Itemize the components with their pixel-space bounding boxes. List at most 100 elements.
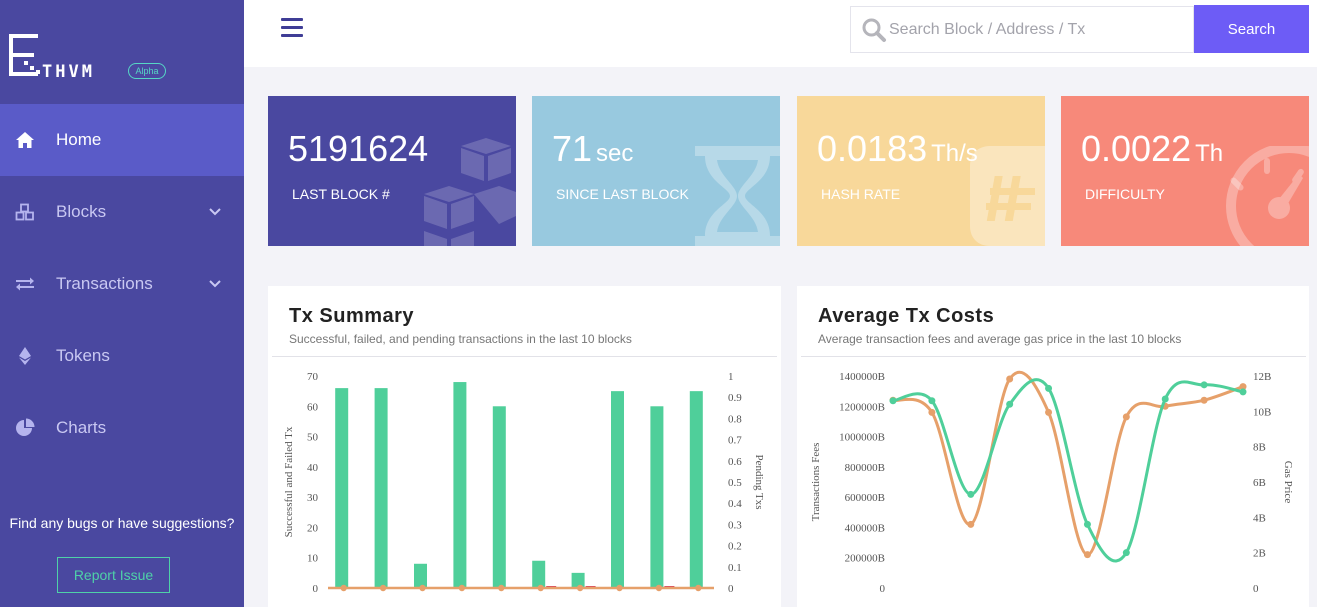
menu-toggle-icon[interactable]: [281, 18, 303, 38]
sidebar-item-home[interactable]: Home: [0, 104, 244, 176]
y-tick-label: 1000000B: [839, 432, 885, 444]
stat-card-difficulty: 0.0022 Th DIFFICULTY: [1061, 96, 1309, 246]
sidebar-item-label: Blocks: [56, 202, 107, 221]
gas-price-point: [1161, 395, 1169, 403]
successful-tx-bar: [532, 560, 546, 588]
speedometer-icon: [1226, 146, 1309, 246]
successful-tx-bar: [453, 382, 467, 588]
y-axis-label: Transactions Fees: [810, 443, 822, 522]
tx-fees-point: [1045, 408, 1053, 416]
home-icon: [15, 130, 35, 150]
y-tick-label: 40: [307, 462, 319, 474]
sidebar-item-transactions[interactable]: Transactions: [0, 248, 244, 320]
successful-tx-bar: [414, 563, 427, 588]
tx-summary-panel: Tx Summary Successful, failed, and pendi…: [268, 286, 781, 607]
sidebar-item-tokens[interactable]: Tokens: [0, 320, 244, 392]
successful-tx-bar: [611, 391, 624, 588]
stat-value: 5191624: [288, 128, 429, 169]
pending-tx-point: [616, 584, 623, 592]
search-icon: [862, 18, 886, 42]
stat-card-since-last-block: 71 sec SINCE LAST BLOCK: [532, 96, 780, 246]
hash-icon: [970, 146, 1045, 246]
gas-price-point: [1083, 520, 1091, 528]
stat-card-hash-rate: 0.0183 Th/s HASH RATE: [797, 96, 1045, 246]
tx-summary-chart: 0 10 20 30 40 50 60 70 0 0.1 0.2 0.3 0.4 0.5 0.6 0.7 0.8…: [283, 371, 765, 595]
y-tick-label: 800000B: [845, 462, 885, 474]
y2-tick-label: 12B: [1253, 371, 1271, 383]
sidebar-item-blocks[interactable]: Blocks: [0, 176, 244, 248]
successful-tx-bar: [571, 572, 585, 588]
logo-text: THVM: [42, 62, 95, 82]
tx-fees-line: [892, 370, 1244, 557]
successful-tx-bar: [689, 391, 703, 588]
stat-value: 0.0022 Th: [1081, 128, 1224, 169]
tx-fees-point: [1083, 551, 1091, 559]
stat-value: 0.0183 Th/s: [817, 128, 978, 169]
successful-tx-bar: [492, 406, 506, 588]
y-tick-label: 0: [313, 583, 319, 595]
y2-tick-label: 0.1: [728, 562, 742, 574]
pending-tx-point: [458, 584, 466, 592]
sidebar: THVM Alpha Home Blocks Transactions Toke…: [0, 0, 244, 607]
tx-fees-point: [967, 520, 975, 528]
tx-fees-point: [1122, 413, 1130, 421]
panel-subtitle: Successful, failed, and pending transact…: [289, 332, 632, 346]
y-tick-label: 30: [307, 492, 319, 504]
report-issue-button[interactable]: Report Issue: [57, 557, 170, 593]
chevron-down-icon: [209, 280, 221, 288]
y2-tick-label: 0.3: [728, 519, 742, 531]
y-tick-label: 600000B: [845, 492, 885, 504]
tx-fees-point: [1239, 383, 1247, 391]
logo-e-mark: [9, 34, 40, 76]
pending-tx-point: [695, 584, 702, 592]
y2-tick-label: 0.2: [728, 541, 742, 553]
stat-card-last-block: 5191624 LAST BLOCK #: [268, 96, 516, 246]
y2-tick-label: 0.9: [728, 392, 742, 404]
y2-tick-label: 6B: [1253, 477, 1266, 489]
successful-tx-bar: [650, 406, 664, 588]
stat-value: 71 sec: [552, 128, 634, 169]
cubes-icon: [424, 138, 516, 246]
y-tick-label: 70: [307, 371, 319, 383]
gas-price-point: [1122, 549, 1130, 557]
y2-tick-label: 0.4: [728, 498, 742, 510]
y-tick-label: 400000B: [845, 522, 885, 534]
stat-label: SINCE LAST BLOCK: [556, 186, 689, 202]
sidebar-item-label: Home: [56, 130, 102, 149]
stat-label: LAST BLOCK #: [292, 186, 390, 202]
tx-fees-point: [1200, 396, 1208, 404]
y2-axis-label: Pending Txs: [753, 454, 765, 509]
ethereum-icon: [15, 346, 35, 366]
y-tick-label: 50: [307, 432, 319, 444]
successful-tx-bar: [335, 388, 349, 588]
y-tick-label: 20: [307, 522, 319, 534]
gas-price-point: [928, 397, 936, 405]
panel-title: Tx Summary: [289, 305, 415, 327]
ethvm-logo[interactable]: THVM Alpha: [6, 32, 206, 82]
y2-tick-label: 0: [1253, 583, 1259, 595]
panel-subtitle: Average transaction fees and average gas…: [818, 332, 1182, 346]
gas-price-point: [1239, 388, 1247, 396]
y2-axis-label: Gas Price: [1282, 461, 1294, 504]
pending-tx-point: [576, 584, 584, 592]
stat-label: HASH RATE: [821, 186, 901, 202]
hourglass-icon: [695, 146, 780, 246]
sidebar-item-charts[interactable]: Charts: [0, 392, 244, 464]
pending-tx-point: [419, 584, 426, 592]
panel-divider: [801, 356, 1306, 357]
gas-price-point: [1200, 381, 1208, 389]
search-input[interactable]: [889, 7, 1189, 52]
tx-fees-point: [928, 408, 936, 416]
y2-tick-label: 0.8: [728, 413, 742, 425]
panel-divider: [272, 356, 777, 357]
top-header: Search: [244, 0, 1317, 67]
y-tick-label: 200000B: [845, 553, 885, 565]
search-button[interactable]: Search: [1194, 5, 1309, 53]
pending-tx-point: [537, 584, 544, 592]
gas-price-point: [1045, 384, 1053, 392]
y-tick-label: 0: [880, 583, 886, 595]
y2-tick-label: 4B: [1253, 512, 1266, 524]
y-tick-label: 1200000B: [839, 401, 885, 413]
y2-tick-label: 0.7: [728, 435, 742, 447]
y2-tick-label: 0: [728, 583, 734, 595]
